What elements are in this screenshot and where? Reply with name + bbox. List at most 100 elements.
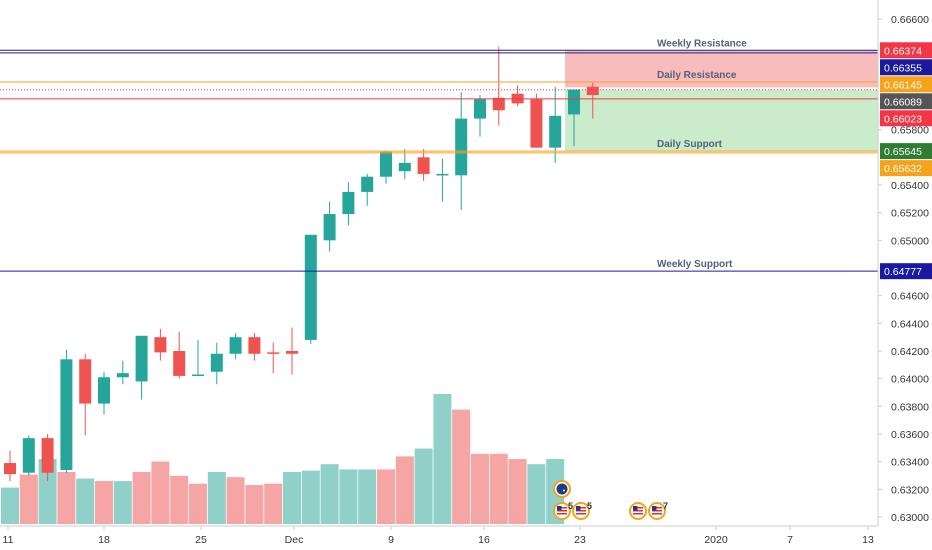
candle-body[interactable] xyxy=(22,438,35,473)
candle[interactable] xyxy=(417,149,430,181)
candle-body[interactable] xyxy=(380,151,392,177)
candle-body[interactable] xyxy=(323,214,336,241)
price-badge-bg xyxy=(880,59,932,76)
candle[interactable] xyxy=(248,333,261,361)
candle[interactable] xyxy=(586,82,599,119)
candle-body[interactable] xyxy=(398,162,411,172)
candle-body[interactable] xyxy=(210,353,223,372)
price-tick-label: 0.65200 xyxy=(891,208,929,220)
au-flag-event-icon[interactable] xyxy=(553,480,571,498)
volume-bar xyxy=(452,409,471,524)
candle-body[interactable] xyxy=(342,191,355,215)
date-tick-label: 25 xyxy=(195,534,207,546)
candle[interactable] xyxy=(173,331,186,379)
candle-body[interactable] xyxy=(135,335,148,382)
candle-body[interactable] xyxy=(455,118,468,176)
candle[interactable] xyxy=(286,327,298,375)
price-badge-bg xyxy=(880,42,932,59)
candle[interactable] xyxy=(436,158,449,202)
volume-bar xyxy=(414,448,433,524)
volume-bar xyxy=(226,477,245,524)
price-badge: 0.66355 xyxy=(880,59,932,76)
candle-body[interactable] xyxy=(361,176,374,192)
us-flag-canton xyxy=(633,506,638,511)
price-badge: 0.66089 xyxy=(880,93,932,110)
candle[interactable] xyxy=(22,435,35,476)
candle-body[interactable] xyxy=(60,359,73,470)
candle[interactable] xyxy=(192,339,204,377)
candle[interactable] xyxy=(98,371,110,415)
candle-body[interactable] xyxy=(304,234,317,340)
candle[interactable] xyxy=(474,95,486,137)
event-count: 5 xyxy=(568,501,573,511)
candle-body[interactable] xyxy=(436,173,449,176)
candle-body[interactable] xyxy=(586,86,599,96)
candle-body[interactable] xyxy=(474,99,486,119)
candle[interactable] xyxy=(530,93,543,148)
candle-body[interactable] xyxy=(229,337,242,354)
event-count: 7 xyxy=(663,501,668,511)
candle-body[interactable] xyxy=(267,352,280,354)
zone-0 xyxy=(565,50,878,88)
candle-body[interactable] xyxy=(549,115,562,148)
candle[interactable] xyxy=(210,342,223,385)
candle-body[interactable] xyxy=(568,89,580,115)
candle-body[interactable] xyxy=(79,359,92,404)
candle[interactable] xyxy=(492,46,505,126)
us-flag-event-icon[interactable]: 7 xyxy=(648,501,668,520)
candle[interactable] xyxy=(342,182,355,226)
candle-body[interactable] xyxy=(116,373,129,378)
candle[interactable] xyxy=(60,349,73,473)
candle[interactable] xyxy=(4,450,16,482)
candle-body[interactable] xyxy=(417,157,430,174)
candle-body[interactable] xyxy=(4,463,16,475)
candle[interactable] xyxy=(380,150,392,184)
us-flag-stripe xyxy=(557,507,567,509)
price-badge-label: 0.66374 xyxy=(884,45,922,57)
candle[interactable] xyxy=(361,173,374,206)
price-badge-bg xyxy=(880,110,932,127)
date-tick-label: 7 xyxy=(787,534,793,546)
candle[interactable] xyxy=(323,201,336,252)
candle[interactable] xyxy=(41,434,54,482)
candle-body[interactable] xyxy=(173,351,186,376)
us-flag-event-icon[interactable] xyxy=(629,502,647,520)
volume-bar xyxy=(170,475,189,524)
candle[interactable] xyxy=(79,353,92,436)
candles-layer[interactable] xyxy=(4,46,599,482)
event-markers-layer[interactable]: 5 5 7 xyxy=(553,480,668,520)
time-axis[interactable]: 11 18 25 Dec 9 16 23 2020 7 13 xyxy=(0,525,878,546)
us-flag-event-icon[interactable]: 5 xyxy=(572,501,592,520)
price-tick-label: 0.64400 xyxy=(891,318,929,330)
price-tick-label: 0.65000 xyxy=(891,235,929,247)
volume-bar xyxy=(395,456,414,524)
candle[interactable] xyxy=(568,89,580,147)
candle-body[interactable] xyxy=(154,337,167,353)
candle[interactable] xyxy=(116,360,129,385)
candle[interactable] xyxy=(267,342,280,374)
candle-body[interactable] xyxy=(492,97,505,111)
candle[interactable] xyxy=(304,234,317,345)
price-tick-label: 0.66600 xyxy=(891,14,929,26)
candle[interactable] xyxy=(549,86,562,163)
price-tick-label: 0.63200 xyxy=(891,484,929,496)
us-flag-stripe xyxy=(633,510,643,512)
us-flag-canton xyxy=(576,506,581,511)
candle-body[interactable] xyxy=(192,374,204,377)
price-axis[interactable]: 0.66600 0.65800 0.65400 0.65200 0.65000 0.646… xyxy=(877,0,929,526)
candle[interactable] xyxy=(398,149,411,180)
candle-body[interactable] xyxy=(41,438,54,473)
candle[interactable] xyxy=(135,335,148,400)
candle-body[interactable] xyxy=(248,337,261,354)
us-flag-stripe xyxy=(576,510,586,512)
date-tick-label: 16 xyxy=(478,534,490,546)
candle-body[interactable] xyxy=(98,377,110,404)
candle-body[interactable] xyxy=(286,351,298,354)
candle-body[interactable] xyxy=(530,99,543,148)
candle[interactable] xyxy=(229,333,242,360)
candle[interactable] xyxy=(154,328,167,361)
us-flag-event-icon[interactable]: 5 xyxy=(553,501,573,520)
level-text: Weekly Resistance xyxy=(657,38,747,49)
date-tick-label: 23 xyxy=(574,534,586,546)
